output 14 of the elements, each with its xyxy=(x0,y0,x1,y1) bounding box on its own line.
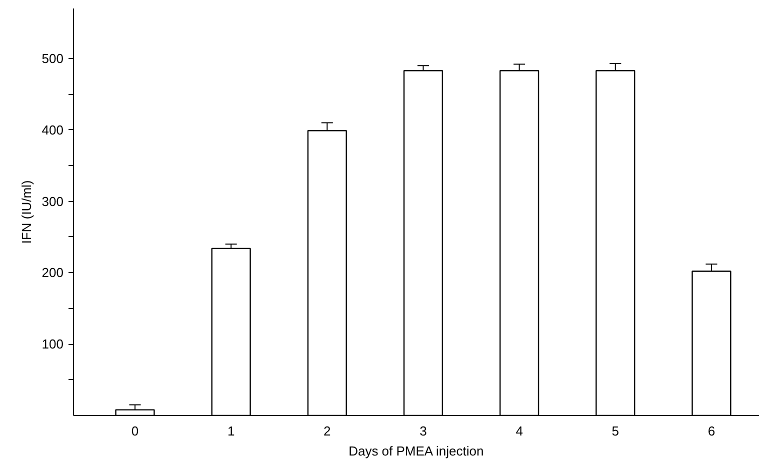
x-tick-label: 0 xyxy=(131,424,139,438)
y-tick-label: 300 xyxy=(42,194,64,209)
x-tick-label: 1 xyxy=(227,424,235,438)
y-tick-label: 400 xyxy=(42,122,64,138)
x-tick-label: 5 xyxy=(612,424,619,438)
x-tick-label: 6 xyxy=(708,424,716,438)
x-axis-title: Days of PMEA injection xyxy=(348,444,484,458)
y-tick-label: 500 xyxy=(42,50,64,66)
y-tick-label: 100 xyxy=(42,336,64,352)
y-axis-title: IFN (IU/ml) xyxy=(18,180,34,244)
x-tick-label: 2 xyxy=(324,424,331,438)
x-tick-label: 3 xyxy=(420,424,427,438)
y-tick-label: 200 xyxy=(42,265,64,280)
x-tick-label: 4 xyxy=(516,424,523,438)
